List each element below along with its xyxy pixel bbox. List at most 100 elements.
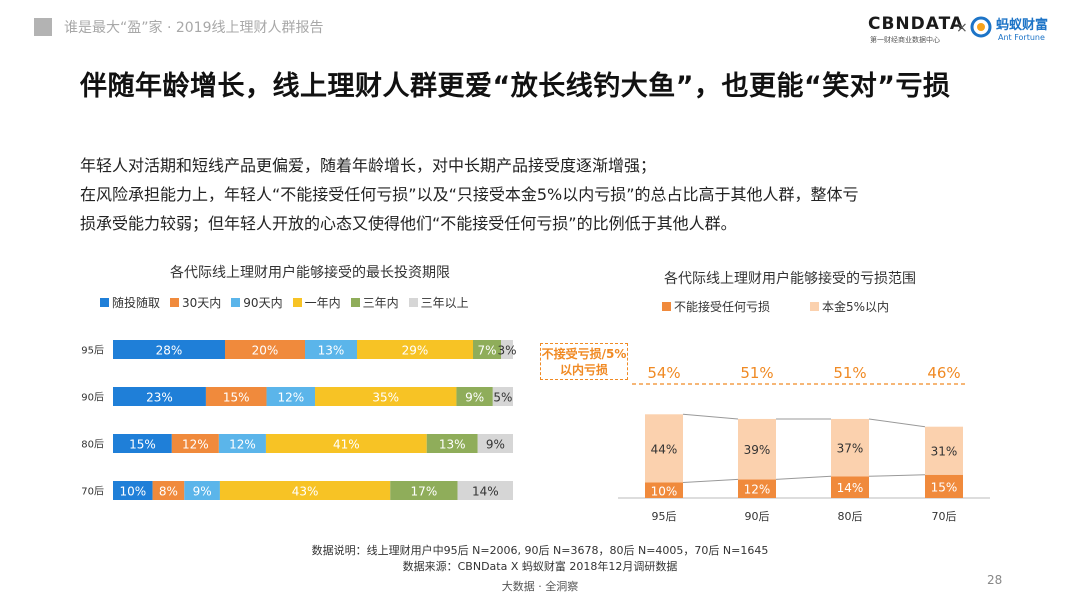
term-category-label: 80后 <box>81 439 104 451</box>
loss-category-label: 80后 <box>838 510 863 523</box>
data-note: 数据说明：线上理财用户中95后 N=2006, 90后 N=3678，80后 N… <box>311 544 769 557</box>
term-category-label: 95后 <box>81 345 104 357</box>
term-bar-label: 9% <box>486 438 505 452</box>
term-legend-swatch <box>350 298 360 307</box>
term-legend-swatch <box>292 298 302 307</box>
term-bar-label: 28% <box>156 344 183 358</box>
cbndata-logo-subtitle: 第一财经商业数据中心 <box>870 36 940 44</box>
term-legend-item: 90天内 <box>231 294 283 311</box>
term-bar-segment <box>265 434 427 453</box>
term-legend-item: 30天内 <box>170 294 221 311</box>
term-bar-label: 9% <box>193 485 212 499</box>
loss-bar-none <box>925 474 963 498</box>
left-chart-legend: 随投随取 30天内 90天内 一年内 三年内 三年以上 <box>100 294 520 311</box>
right-chart-legend: 不能接受任何亏损 本金5%以内 <box>662 298 929 315</box>
term-bar-segment <box>113 481 153 500</box>
loss-legend-label: 本金5%以内 <box>822 300 890 314</box>
data-source: 数据来源：CBNData X 蚂蚁财富 2018年12月调研数据 <box>402 560 678 573</box>
loss-bar-label: 37% <box>837 442 864 456</box>
loss-legend-swatch <box>810 302 820 311</box>
term-bar-label: 23% <box>146 391 173 405</box>
loss-bar-label: 14% <box>837 481 864 495</box>
term-legend-item: 一年内 <box>292 294 341 311</box>
loss-bar-none <box>738 479 776 498</box>
loss-bar-label: 12% <box>744 483 771 497</box>
term-bar-label: 13% <box>318 344 345 358</box>
ant-fortune-logo-icon <box>970 16 992 38</box>
term-bar-segment <box>426 434 478 453</box>
term-bar-label: 43% <box>292 485 319 499</box>
report-header: 谁是最大“盈”家 · 2019线上理财人群报告 <box>64 20 324 36</box>
loss-mid-connector <box>868 474 926 477</box>
term-bar-label: 9% <box>465 391 484 405</box>
description-line: 年轻人对活期和短线产品更偏爱，随着年龄增长，对中长期产品接受度逐渐增强； <box>80 156 657 175</box>
ant-fortune-logo: 蚂蚁财富 <box>996 18 1049 33</box>
header-square-icon <box>34 18 52 36</box>
term-legend-swatch <box>408 298 418 307</box>
term-bar-segment <box>205 387 267 406</box>
term-legend-label: 一年内 <box>304 296 341 310</box>
term-bar-segment <box>218 434 266 453</box>
ant-fortune-logo-subtitle: Ant Fortune <box>998 33 1045 42</box>
term-legend-label: 三年内 <box>362 296 399 310</box>
term-legend-label: 30天内 <box>182 296 222 310</box>
term-bar-label: 20% <box>252 344 279 358</box>
totals-callout: 不接受亏损/5%以内亏损 <box>540 343 628 380</box>
loss-bar-5pct <box>925 426 963 475</box>
loss-bar-label: 39% <box>744 443 771 457</box>
term-bar-segment <box>477 434 513 453</box>
term-legend-swatch <box>170 298 180 307</box>
term-legend-swatch <box>100 298 109 307</box>
loss-bar-5pct <box>738 418 776 480</box>
term-legend-item: 三年内 <box>350 294 399 311</box>
loss-bar-none <box>645 482 683 498</box>
term-legend-swatch <box>231 298 241 307</box>
loss-total-label: 51% <box>740 364 773 382</box>
term-bar-segment <box>113 340 225 359</box>
term-bar-segment <box>315 387 457 406</box>
loss-legend-swatch <box>662 302 671 311</box>
term-category-label: 90后 <box>81 392 104 404</box>
term-bar-segment <box>357 340 473 359</box>
footer-slogan: 大数据 · 全洞察 <box>501 580 579 593</box>
loss-legend-item: 本金5%以内 <box>810 298 889 315</box>
term-bar-segment <box>225 340 305 359</box>
loss-bar-label: 44% <box>651 442 678 456</box>
term-bar-segment <box>219 481 391 500</box>
term-bar-segment <box>456 387 493 406</box>
term-bar-label: 17% <box>411 485 438 499</box>
loss-bar-none <box>831 476 869 498</box>
loss-tolerance-chart: 10% 44% 54% 95后 12% 39% 51% 90后 14% 37% 51% 80后 15% 3… <box>618 364 990 523</box>
term-bar-segment <box>501 340 513 359</box>
right-chart-title: 各代际线上理财用户能够接受的亏损范围 <box>664 271 916 287</box>
loss-category-label: 70后 <box>932 510 957 523</box>
term-bar-label: 14% <box>472 485 499 499</box>
loss-category-label: 90后 <box>745 510 770 523</box>
loss-category-label: 95后 <box>652 510 677 523</box>
logo-separator: × <box>956 20 968 36</box>
page-number: 28 <box>987 573 1003 587</box>
description: 年轻人对活期和短线产品更偏爱，随着年龄增长，对中长期产品接受度逐渐增强； 在风险… <box>80 151 1020 238</box>
loss-bar-label: 10% <box>651 484 678 498</box>
term-category-label: 70后 <box>81 486 104 498</box>
term-bar-label: 10% <box>119 485 146 499</box>
term-bar-segment <box>305 340 357 359</box>
loss-legend-label: 不能接受任何亏损 <box>674 300 771 314</box>
term-bar-segment <box>152 481 185 500</box>
term-bar-label: 41% <box>333 438 360 452</box>
description-line: 在风险承担能力上，年轻人“不能接受任何亏损”以及“只接受本金5%以内亏损”的总占… <box>80 185 859 204</box>
loss-total-label: 54% <box>647 364 680 382</box>
cbndata-logo: CBNDATA <box>868 14 965 34</box>
term-bar-segment <box>390 481 458 500</box>
term-bar-label: 29% <box>402 344 429 358</box>
term-legend-item: 随投随取 <box>100 294 160 311</box>
term-bar-label: 12% <box>182 438 209 452</box>
term-bar-segment <box>171 434 219 453</box>
term-legend-label: 三年以上 <box>420 296 469 310</box>
term-bar-segment <box>113 387 206 406</box>
loss-total-label: 46% <box>927 364 960 382</box>
term-bar-label: 7% <box>477 344 496 358</box>
loss-mid-connector <box>775 475 832 480</box>
term-bar-label: 12% <box>277 391 304 405</box>
loss-mid-connector <box>682 478 739 483</box>
